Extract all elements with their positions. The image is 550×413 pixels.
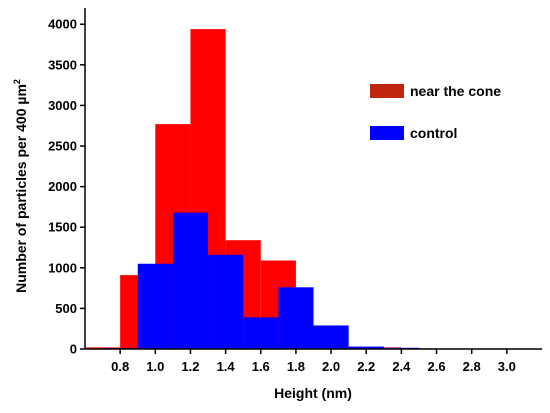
- y-tick-label: 1000: [48, 260, 77, 275]
- bar-control-4: [243, 317, 279, 349]
- y-axis-title: Number of particles per 400 µm2: [12, 79, 29, 293]
- y-tick-label: 500: [55, 301, 77, 316]
- x-tick-label: 2.2: [357, 359, 375, 374]
- x-tick-label: 2.6: [427, 359, 445, 374]
- bar-control-3: [208, 254, 244, 349]
- bar-control-7: [348, 346, 384, 349]
- x-axis-title: Height (nm): [274, 385, 352, 401]
- x-tick-label: 2.0: [322, 359, 340, 374]
- y-tick-label: 1500: [48, 220, 77, 235]
- y-axis-title-main: Number of particles per 400 µm: [13, 84, 29, 293]
- y-tick-label: 3000: [48, 98, 77, 113]
- bar-control-2: [172, 212, 209, 349]
- x-tick-label: 1.0: [146, 359, 164, 374]
- x-ticks: 0.8 1.0 1.2 1.4 1.6 1.8 2.0 2.2 2.4 2.6 2.8 3.0: [111, 349, 516, 374]
- x-tick-label: 1.6: [252, 359, 270, 374]
- legend-label-near-cone: near the cone: [410, 83, 501, 99]
- y-tick-label: 4000: [48, 17, 77, 32]
- legend-label-control: control: [410, 125, 457, 141]
- y-axis-title-superscript: 2: [12, 79, 22, 84]
- legend-swatch-near-cone: [370, 84, 404, 98]
- x-tick-label: 0.8: [111, 359, 129, 374]
- bar-control-1: [137, 263, 173, 349]
- x-tick-label: 2.8: [463, 359, 481, 374]
- legend-swatch-control: [370, 126, 404, 140]
- y-tick-label: 3500: [48, 57, 77, 72]
- x-tick-label: 2.4: [392, 359, 411, 374]
- x-tick-label: 1.4: [217, 359, 236, 374]
- y-tick-label: 2000: [48, 179, 77, 194]
- legend: near the cone control: [370, 83, 501, 141]
- bar-control-6: [313, 325, 349, 349]
- x-tick-label: 1.8: [287, 359, 305, 374]
- x-tick-label: 1.2: [181, 359, 199, 374]
- y-ticks: 0 500 1000 1500 2000 2500 3000 3500 4000: [48, 17, 85, 357]
- y-tick-label: 0: [70, 342, 77, 357]
- y-tick-label: 2500: [48, 139, 77, 154]
- x-tick-label: 3.0: [498, 359, 516, 374]
- bars-layer: [85, 29, 455, 349]
- bar-control-5: [278, 287, 314, 349]
